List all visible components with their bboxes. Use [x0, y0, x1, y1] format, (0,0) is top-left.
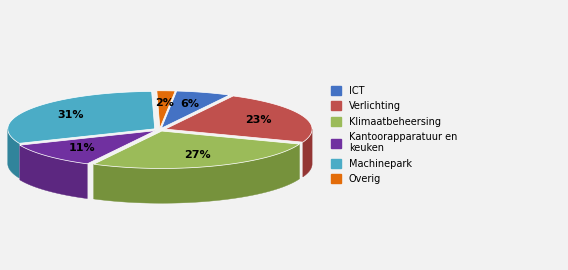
- Text: 31%: 31%: [58, 110, 84, 120]
- Text: 23%: 23%: [245, 115, 272, 125]
- Polygon shape: [8, 92, 154, 143]
- Polygon shape: [20, 131, 155, 164]
- Polygon shape: [94, 144, 299, 203]
- Polygon shape: [303, 129, 312, 177]
- Text: 11%: 11%: [69, 143, 95, 153]
- Text: 6%: 6%: [181, 99, 200, 109]
- Legend: ICT, Verlichting, Klimaatbeheersing, Kantoorapparatuur en
keuken, Machinepark, O: ICT, Verlichting, Klimaatbeheersing, Kan…: [328, 83, 460, 187]
- Polygon shape: [20, 145, 87, 198]
- Polygon shape: [94, 131, 299, 168]
- Text: 27%: 27%: [184, 150, 211, 160]
- Text: 2%: 2%: [154, 98, 173, 108]
- Polygon shape: [161, 91, 229, 128]
- Polygon shape: [165, 96, 312, 142]
- Polygon shape: [157, 91, 176, 128]
- Polygon shape: [8, 129, 19, 178]
